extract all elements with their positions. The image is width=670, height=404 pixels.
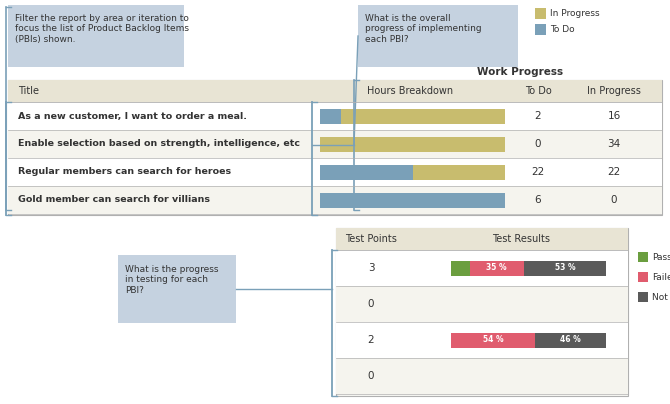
Text: To Do: To Do bbox=[525, 86, 551, 96]
Bar bbox=[118, 255, 236, 323]
Text: 53 %: 53 % bbox=[555, 263, 576, 273]
Bar bbox=[336, 322, 628, 358]
Bar bbox=[8, 5, 184, 67]
Bar bbox=[320, 164, 413, 179]
Bar bbox=[336, 228, 628, 396]
Text: 16: 16 bbox=[608, 111, 620, 121]
Text: 3: 3 bbox=[368, 263, 375, 273]
Text: 54 %: 54 % bbox=[482, 335, 503, 345]
Text: 22: 22 bbox=[531, 167, 545, 177]
Bar bbox=[320, 109, 340, 124]
Text: As a new customer, I want to order a meal.: As a new customer, I want to order a mea… bbox=[18, 112, 247, 120]
Text: In Progress: In Progress bbox=[587, 86, 641, 96]
Bar bbox=[638, 292, 648, 302]
Bar bbox=[8, 130, 662, 158]
Bar bbox=[470, 261, 524, 276]
Text: 0: 0 bbox=[611, 195, 617, 205]
Text: 46 %: 46 % bbox=[560, 335, 581, 345]
Text: What is the progress
in testing for each
PBI?: What is the progress in testing for each… bbox=[125, 265, 218, 295]
Bar bbox=[8, 158, 662, 186]
Text: Filter the report by area or iteration to
focus the list of Product Backlog Item: Filter the report by area or iteration t… bbox=[15, 14, 189, 44]
Text: To Do: To Do bbox=[550, 25, 575, 34]
Text: 35 %: 35 % bbox=[486, 263, 507, 273]
Text: Gold member can search for villians: Gold member can search for villians bbox=[18, 196, 210, 204]
Bar bbox=[358, 5, 518, 67]
Bar bbox=[638, 252, 648, 262]
Text: Test Points: Test Points bbox=[345, 234, 397, 244]
Bar bbox=[451, 261, 470, 276]
Text: Hours Breakdown: Hours Breakdown bbox=[367, 86, 453, 96]
Text: Regular members can search for heroes: Regular members can search for heroes bbox=[18, 168, 231, 177]
Bar bbox=[8, 102, 662, 130]
Text: 34: 34 bbox=[608, 139, 620, 149]
Text: Title: Title bbox=[18, 86, 39, 96]
Text: 22: 22 bbox=[608, 167, 620, 177]
Text: 6: 6 bbox=[535, 195, 541, 205]
Text: Passed: Passed bbox=[652, 252, 670, 261]
Text: Test Results: Test Results bbox=[492, 234, 550, 244]
Text: Enable selection based on strength, intelligence, etc: Enable selection based on strength, inte… bbox=[18, 139, 300, 149]
Text: Not Run: Not Run bbox=[652, 292, 670, 301]
Bar bbox=[320, 137, 505, 152]
Bar bbox=[336, 250, 628, 286]
Bar bbox=[535, 8, 546, 19]
Bar bbox=[8, 80, 662, 102]
Text: 2: 2 bbox=[368, 335, 375, 345]
Text: 0: 0 bbox=[368, 299, 375, 309]
Bar bbox=[535, 332, 606, 347]
Bar bbox=[8, 186, 662, 214]
Bar bbox=[336, 228, 628, 250]
Bar bbox=[535, 24, 546, 35]
Bar bbox=[336, 286, 628, 322]
Bar bbox=[336, 358, 628, 394]
Bar bbox=[8, 80, 662, 215]
Text: Work Progress: Work Progress bbox=[477, 67, 563, 77]
Text: 0: 0 bbox=[368, 371, 375, 381]
Text: What is the overall
progress of implementing
each PBI?: What is the overall progress of implemen… bbox=[365, 14, 482, 44]
Text: 0: 0 bbox=[535, 139, 541, 149]
Text: Failed: Failed bbox=[652, 273, 670, 282]
Bar bbox=[320, 192, 505, 208]
Bar bbox=[524, 261, 606, 276]
Bar bbox=[451, 332, 535, 347]
Bar bbox=[340, 109, 505, 124]
Text: 2: 2 bbox=[535, 111, 541, 121]
Bar bbox=[638, 272, 648, 282]
Bar bbox=[413, 164, 505, 179]
Text: In Progress: In Progress bbox=[550, 9, 600, 18]
